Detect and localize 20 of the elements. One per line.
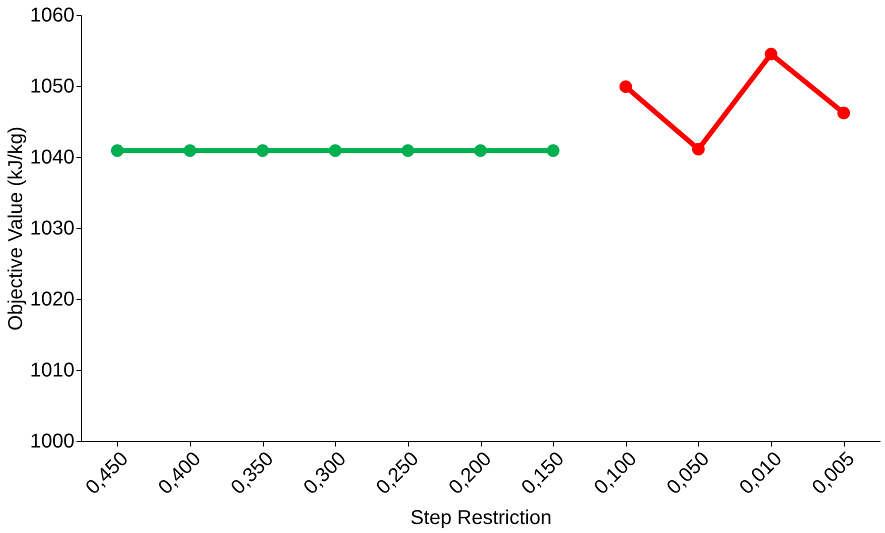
point	[619, 80, 632, 94]
point	[256, 144, 269, 157]
point	[546, 144, 560, 157]
point	[328, 144, 342, 157]
point	[474, 144, 487, 157]
point	[764, 48, 778, 60]
y-tick-label: 1050	[30, 76, 74, 98]
point	[184, 144, 196, 157]
y-axis-title: Objective Value (kJ/kg)	[5, 126, 28, 331]
point	[110, 144, 124, 157]
x-axis-title: Step Restriction	[410, 507, 552, 530]
point	[692, 142, 705, 156]
y-tick-label: 1060	[30, 4, 74, 26]
y-tick-label: 1030	[30, 218, 74, 240]
point	[402, 144, 414, 157]
y-tick-label: 1020	[30, 288, 74, 310]
point	[837, 106, 850, 120]
y-tick-label: 1010	[30, 360, 74, 382]
y-tick-label: 1000	[30, 430, 74, 452]
y-tick-label: 1040	[30, 146, 74, 168]
